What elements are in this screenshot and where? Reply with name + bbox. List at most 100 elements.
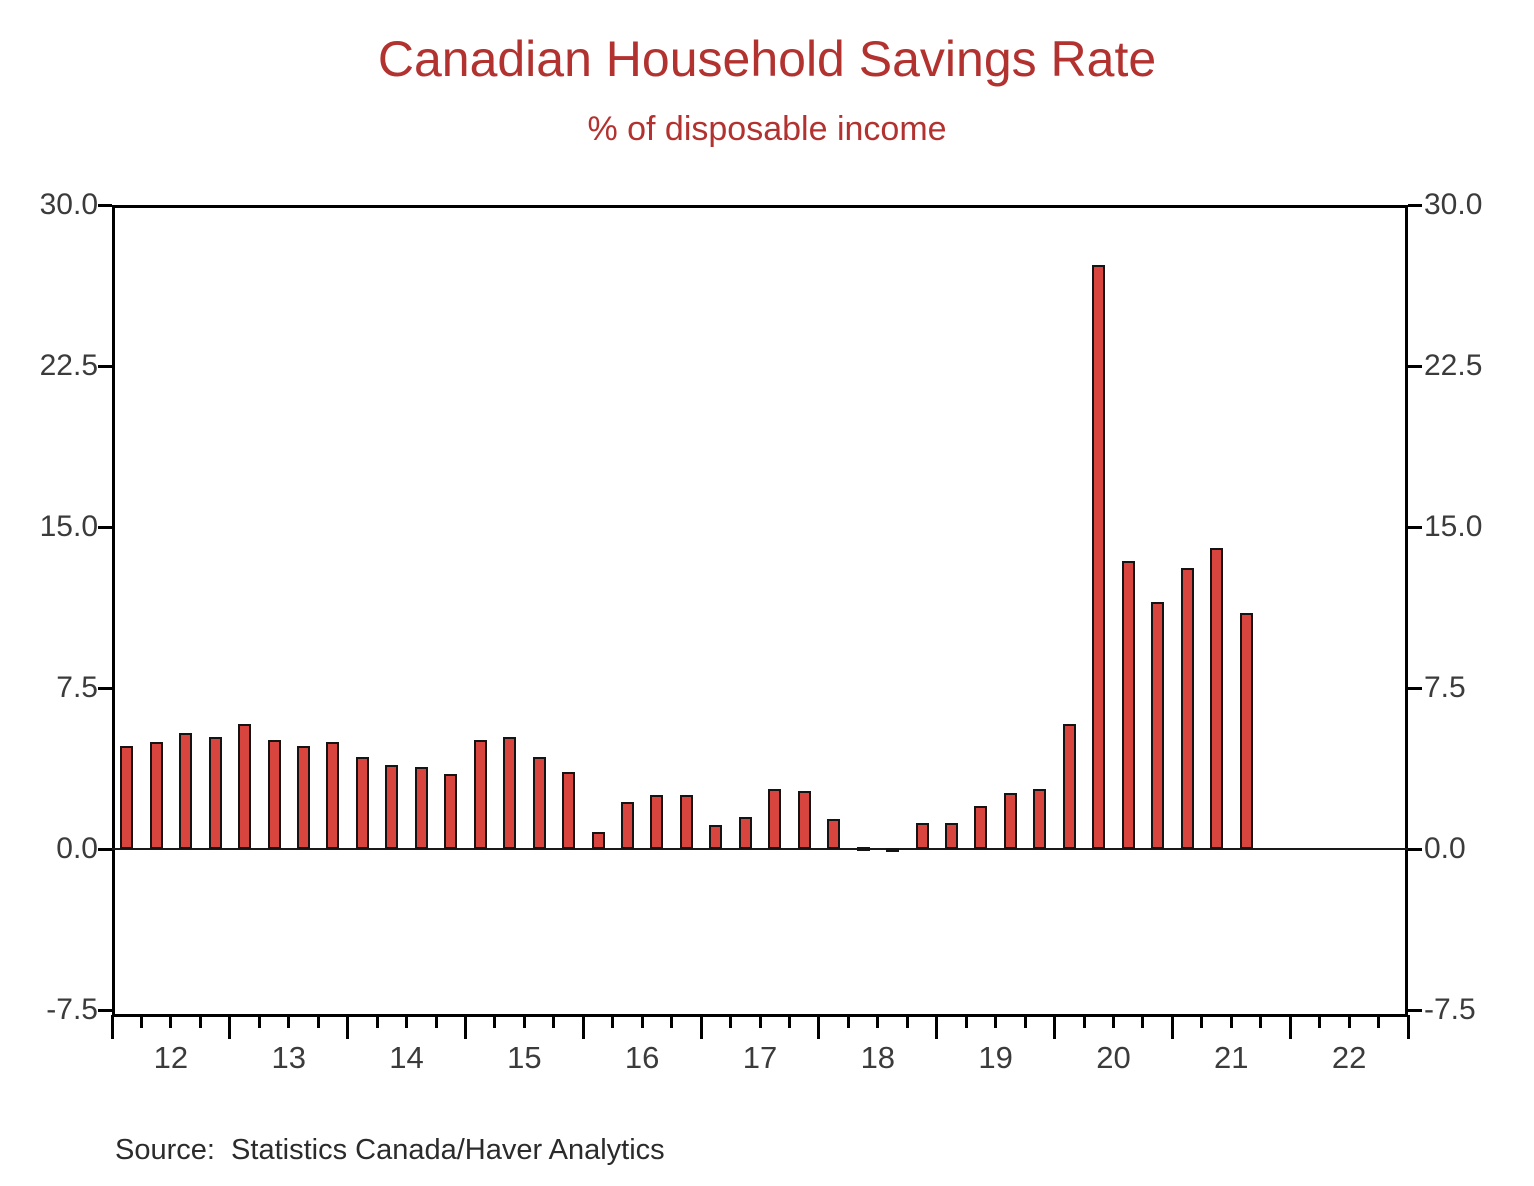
- bar-2012-Q4: [208, 737, 222, 849]
- x-tick-quarter: [846, 1015, 850, 1028]
- bar-2019-Q1: [944, 823, 958, 849]
- y-tick-label-right-22.5: 22.5: [1424, 349, 1483, 382]
- y-tick-label-left-22.5: 22.5: [39, 349, 98, 382]
- x-tick-quarter: [287, 1015, 291, 1028]
- x-tick-quarter: [257, 1015, 261, 1028]
- x-tick-quarter: [522, 1015, 526, 1028]
- x-tick-quarter: [493, 1015, 497, 1028]
- bar-2017-Q2: [738, 816, 752, 849]
- bar-2013-Q3: [296, 745, 310, 849]
- x-tick-year-boundary: [581, 1015, 585, 1039]
- x-tick-quarter: [1111, 1015, 1115, 1028]
- x-tick-year-boundary: [1053, 1015, 1057, 1039]
- y-tick-label-left-30.0: 30.0: [39, 188, 98, 221]
- zero-axis-line: [112, 848, 1408, 850]
- bar-2014-Q1: [355, 756, 369, 849]
- y-tick-label-left-15.0: 15.0: [39, 510, 98, 543]
- x-year-label-18: 18: [860, 1040, 896, 1075]
- x-tick-quarter: [611, 1015, 615, 1028]
- x-tick-year-boundary: [935, 1015, 939, 1039]
- bar-2021-Q3: [1239, 612, 1253, 849]
- y-tick-right-22.5: [1408, 364, 1422, 368]
- y-tick-right-0.0: [1408, 847, 1422, 851]
- bar-2013-Q1: [238, 724, 252, 849]
- bar-2020-Q1: [1062, 724, 1076, 849]
- y-tick-left--7.5: [98, 1008, 112, 1012]
- x-tick-quarter: [1229, 1015, 1233, 1028]
- x-tick-quarter: [405, 1015, 409, 1028]
- bar-2021-Q2: [1210, 548, 1224, 849]
- bar-2014-Q4: [444, 773, 458, 849]
- x-tick-quarter: [905, 1015, 909, 1028]
- x-tick-quarter: [1259, 1015, 1263, 1028]
- x-tick-quarter: [994, 1015, 998, 1028]
- x-tick-quarter: [1082, 1015, 1086, 1028]
- y-tick-label-right-7.5: 7.5: [1424, 671, 1466, 704]
- source-note: Source: Statistics Canada/Haver Analytic…: [115, 1134, 665, 1166]
- y-tick-left-15.0: [98, 525, 112, 529]
- y-tick-label-right-0.0: 0.0: [1424, 832, 1466, 865]
- bar-2014-Q3: [414, 767, 428, 849]
- bar-2012-Q3: [179, 733, 193, 849]
- y-tick-label-left-7.5: 7.5: [56, 671, 98, 704]
- bar-2016-Q1: [591, 831, 605, 849]
- x-tick-quarter: [876, 1015, 880, 1028]
- x-tick-quarter: [1318, 1015, 1322, 1028]
- bar-2017-Q4: [797, 791, 811, 849]
- x-tick-quarter: [375, 1015, 379, 1028]
- bar-2016-Q4: [679, 795, 693, 849]
- bar-2015-Q3: [532, 756, 546, 849]
- bar-2015-Q2: [503, 737, 517, 849]
- x-tick-quarter: [964, 1015, 968, 1028]
- bar-2020-Q2: [1092, 265, 1106, 849]
- x-tick-quarter: [316, 1015, 320, 1028]
- bar-2014-Q2: [385, 765, 399, 849]
- y-tick-label-left-0.0: 0.0: [56, 832, 98, 865]
- y-tick-right--7.5: [1408, 1008, 1422, 1012]
- x-tick-quarter: [1023, 1015, 1027, 1028]
- bar-2012-Q1: [120, 745, 134, 849]
- bar-2017-Q1: [709, 825, 723, 849]
- bar-2012-Q2: [149, 741, 163, 849]
- x-tick-year-boundary: [346, 1015, 350, 1039]
- y-tick-label-right--7.5: -7.5: [1424, 993, 1476, 1026]
- x-tick-quarter: [198, 1015, 202, 1028]
- x-year-label-22: 22: [1331, 1040, 1367, 1075]
- y-tick-label-right-30.0: 30.0: [1424, 188, 1483, 221]
- x-tick-quarter: [1200, 1015, 1204, 1028]
- x-year-label-14: 14: [389, 1040, 424, 1075]
- chart-subtitle: % of disposable income: [587, 110, 947, 148]
- bar-2015-Q4: [562, 771, 576, 849]
- bar-2020-Q3: [1121, 561, 1135, 849]
- y-tick-left-7.5: [98, 686, 112, 690]
- x-tick-year-boundary: [1170, 1015, 1174, 1039]
- bar-2019-Q4: [1033, 788, 1047, 849]
- x-tick-year-boundary: [463, 1015, 467, 1039]
- y-tick-left-0.0: [98, 847, 112, 851]
- x-tick-year-boundary: [817, 1015, 821, 1039]
- y-tick-right-7.5: [1408, 686, 1422, 690]
- x-tick-quarter: [1141, 1015, 1145, 1028]
- bar-2016-Q3: [650, 795, 664, 849]
- x-tick-quarter: [434, 1015, 438, 1028]
- x-year-label-19: 19: [978, 1040, 1013, 1075]
- bar-2018-Q2: [856, 846, 870, 851]
- x-tick-quarter: [787, 1015, 791, 1028]
- x-tick-quarter: [552, 1015, 556, 1028]
- bar-2018-Q1: [827, 818, 841, 849]
- bar-2019-Q3: [1003, 793, 1017, 849]
- x-tick-year-boundary: [110, 1015, 114, 1039]
- bar-2016-Q2: [620, 801, 634, 849]
- bar-2018-Q4: [915, 823, 929, 849]
- x-tick-quarter: [729, 1015, 733, 1028]
- y-tick-right-30.0: [1408, 203, 1422, 207]
- x-tick-year-boundary: [228, 1015, 232, 1039]
- bar-2013-Q4: [326, 741, 340, 849]
- y-tick-right-15.0: [1408, 525, 1422, 529]
- y-tick-left-22.5: [98, 364, 112, 368]
- x-tick-quarter: [1377, 1015, 1381, 1028]
- x-year-label-15: 15: [507, 1040, 542, 1075]
- x-tick-year-boundary: [699, 1015, 703, 1039]
- x-tick-quarter: [139, 1015, 143, 1028]
